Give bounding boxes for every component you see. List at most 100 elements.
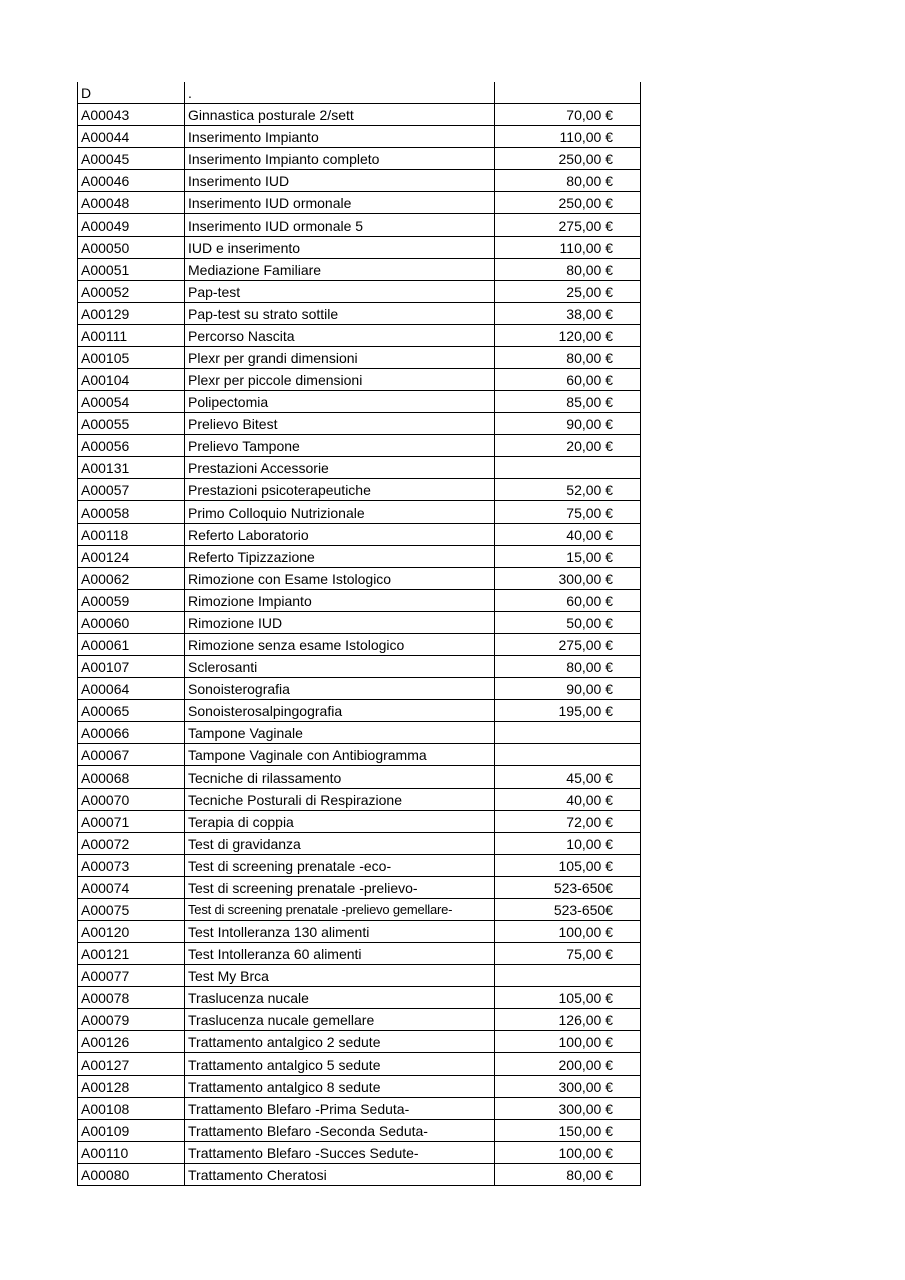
service-code-cell: A00131 [77, 456, 185, 480]
table-row: A00057 Prestazioni psicoterapeutiche 52,00… [77, 478, 641, 502]
service-code-cell: A00067 [77, 743, 185, 767]
table-row: A00061 Rimozione senza esame Istologico 27… [77, 633, 641, 657]
price-cell: 250,00 € [494, 191, 641, 215]
service-name-cell: Referto Laboratorio [184, 523, 495, 546]
service-code-cell: A00126 [77, 1030, 185, 1054]
service-code-cell: A00050 [77, 236, 185, 259]
service-code-cell: A00079 [77, 1008, 185, 1032]
service-name-cell: Tampone Vaginale [184, 721, 495, 745]
table-row: A00110 Trattamento Blefaro -Succes Sedute… [77, 1141, 641, 1164]
price-cell: 90,00 € [494, 412, 641, 436]
service-name-cell: Inserimento Impianto [184, 125, 495, 149]
table-row: A00050 IUD e inserimento 110,00 € [77, 236, 641, 259]
table-row: A00131 Prestazioni Accessorie [77, 456, 641, 480]
service-name-cell: Test di gravidanza [184, 832, 495, 855]
service-name-cell: Tampone Vaginale con Antibiogramma [184, 743, 495, 767]
service-name-cell: Rimozione IUD [184, 611, 495, 634]
service-name-cell: Pap-test su strato sottile [184, 302, 495, 325]
service-code-cell: A00105 [77, 346, 185, 370]
price-cell: 70,00 € [494, 103, 641, 127]
price-cell [494, 743, 641, 767]
service-code-cell: A00111 [77, 324, 185, 347]
service-name-cell: Trattamento Blefaro -Seconda Seduta- [184, 1119, 495, 1142]
table-row: A00071 Terapia di coppia 72,00 € [77, 810, 641, 833]
service-code-cell: A00054 [77, 390, 185, 414]
price-cell: 38,00 € [494, 302, 641, 325]
price-cell: 110,00 € [494, 125, 641, 149]
price-cell: 100,00 € [494, 920, 641, 944]
service-code-cell: A00060 [77, 611, 185, 634]
price-cell [494, 456, 641, 480]
price-cell: 40,00 € [494, 523, 641, 546]
table-row: A00127 Trattamento antalgico 5 sedute 200,… [77, 1052, 641, 1076]
service-code-cell: A00051 [77, 258, 185, 281]
service-name-cell: Primo Colloquio Nutrizionale [184, 500, 495, 524]
price-cell: 72,00 € [494, 810, 641, 833]
service-code-cell: A00056 [77, 434, 185, 458]
service-code-cell: A00118 [77, 523, 185, 546]
price-cell: 80,00 € [494, 1163, 641, 1186]
service-name-cell: Sclerosanti [184, 655, 495, 679]
service-code-cell: A00066 [77, 721, 185, 745]
price-cell: 195,00 € [494, 699, 641, 723]
service-code-cell: A00045 [77, 147, 185, 171]
table-row: A00048 Inserimento IUD ormonale 250,00 € [77, 191, 641, 215]
service-code-cell: A00058 [77, 500, 185, 524]
price-list-table: D. A00043 Ginnastica posturale 2/sett 70,00… [77, 82, 641, 1186]
service-name-cell: . [184, 82, 495, 105]
service-name-cell: Inserimento IUD ormonale [184, 191, 495, 215]
price-cell: 80,00 € [494, 346, 641, 370]
table-row: A00064 Sonoisterografia 90,00 € [77, 677, 641, 701]
table-row: A00104 Plexr per piccole dimensioni 60,00 … [77, 368, 641, 392]
service-name-cell: IUD e inserimento [184, 236, 495, 259]
table-row: A00067 Tampone Vaginale con Antibiogramma [77, 743, 641, 767]
service-code-cell: A00129 [77, 302, 185, 325]
table-row: A00124 Referto Tipizzazione 15,00 € [77, 545, 641, 568]
price-cell: 300,00 € [494, 567, 641, 590]
price-cell: 80,00 € [494, 169, 641, 193]
price-cell: 80,00 € [494, 655, 641, 679]
table-row: A00043 Ginnastica posturale 2/sett 70,00 € [77, 103, 641, 127]
price-cell: 100,00 € [494, 1141, 641, 1164]
service-name-cell: Terapia di coppia [184, 810, 495, 833]
service-name-cell: Test Intolleranza 60 alimenti [184, 942, 495, 966]
table-row: A00058 Primo Colloquio Nutrizionale 75,00 … [77, 500, 641, 524]
table-row: A00059 Rimozione Impianto 60,00 € [77, 589, 641, 612]
service-name-cell: Prelievo Tampone [184, 434, 495, 458]
service-name-cell: Plexr per piccole dimensioni [184, 368, 495, 392]
price-cell: 10,00 € [494, 832, 641, 855]
service-name-cell: Trattamento Cheratosi [184, 1163, 495, 1186]
table-row: A00121 Test Intolleranza 60 alimenti 75,00… [77, 942, 641, 966]
table-row: A00126 Trattamento antalgico 2 sedute 100,… [77, 1030, 641, 1054]
service-name-cell: Plexr per grandi dimensioni [184, 346, 495, 370]
table-row: D. [77, 82, 641, 105]
price-cell: 126,00 € [494, 1008, 641, 1032]
price-cell: 275,00 € [494, 213, 641, 237]
service-code-cell: A00049 [77, 213, 185, 237]
service-code-cell: A00124 [77, 545, 185, 568]
table-row: A00052 Pap-test 25,00 € [77, 280, 641, 303]
service-name-cell: Prestazioni psicoterapeutiche [184, 478, 495, 502]
table-row: A00078 Traslucenza nucale 105,00 € [77, 986, 641, 1010]
service-code-cell: A00057 [77, 478, 185, 502]
service-code-cell: A00068 [77, 765, 185, 789]
service-name-cell: Rimozione con Esame Istologico [184, 567, 495, 590]
price-cell: 105,00 € [494, 854, 641, 877]
service-name-cell: Polipectomia [184, 390, 495, 414]
price-cell: 250,00 € [494, 147, 641, 171]
price-cell: 85,00 € [494, 390, 641, 414]
service-name-cell: Pap-test [184, 280, 495, 303]
service-name-cell: Rimozione senza esame Istologico [184, 633, 495, 657]
table-row: A00070 Tecniche Posturali di Respirazione… [77, 788, 641, 811]
table-row: A00079 Traslucenza nucale gemellare 126,00… [77, 1008, 641, 1032]
service-name-cell: Test di screening prenatale -prelievo- [184, 876, 495, 899]
service-name-cell: Trattamento antalgico 8 sedute [184, 1075, 495, 1098]
service-name-cell: Trattamento Blefaro -Prima Seduta- [184, 1097, 495, 1120]
service-code-cell: A00043 [77, 103, 185, 127]
service-name-cell: Prestazioni Accessorie [184, 456, 495, 480]
price-cell: 75,00 € [494, 500, 641, 524]
price-cell: 523-650€ [494, 876, 641, 899]
service-code-cell: A00121 [77, 942, 185, 966]
price-cell: 150,00 € [494, 1119, 641, 1142]
service-name-cell: Mediazione Familiare [184, 258, 495, 281]
